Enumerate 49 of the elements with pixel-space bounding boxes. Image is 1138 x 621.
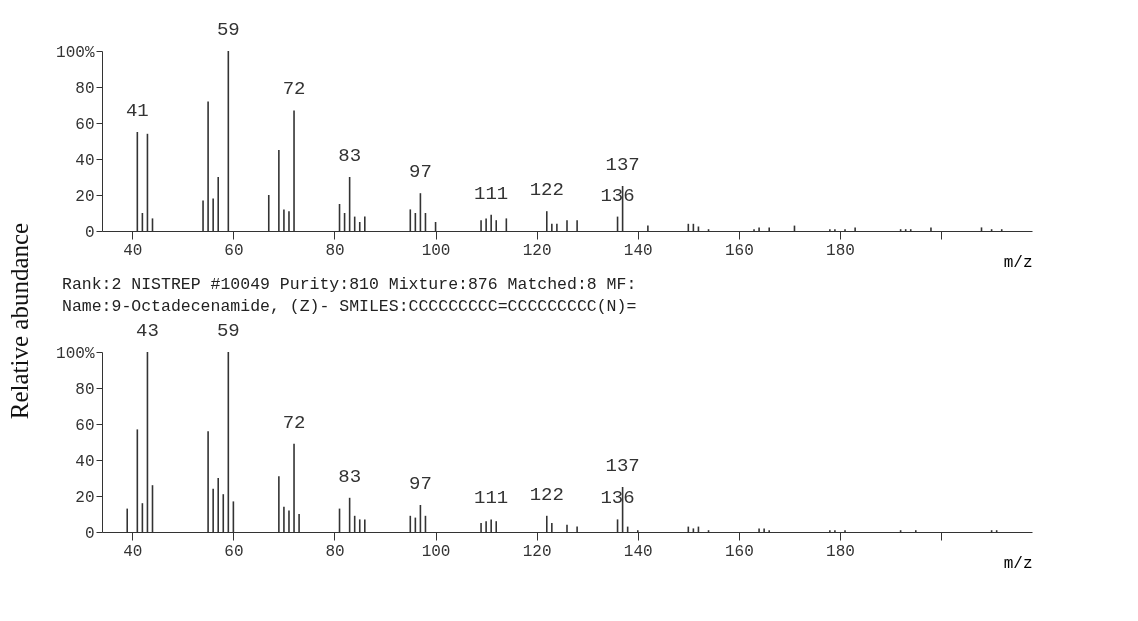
- annotation: 111: [474, 182, 509, 205]
- x-tick-label: 80: [325, 241, 345, 260]
- annotation: 83: [338, 145, 362, 167]
- y-tick-label: 100%: [56, 344, 95, 363]
- x-tick-label: 120: [522, 241, 552, 260]
- x-tick-label: 160: [724, 241, 754, 260]
- annotation: 43: [136, 320, 159, 342]
- x-tick-label: 40: [123, 241, 143, 260]
- y-tick-label: 60: [75, 416, 95, 435]
- annotation: 59: [216, 320, 240, 342]
- x-tick-label: 160: [724, 542, 754, 561]
- annotation: 83: [338, 465, 362, 488]
- annotation: 122: [529, 179, 564, 202]
- x-tick-label: 100: [421, 542, 451, 561]
- x-axis-title: m/z: [1003, 554, 1033, 573]
- annotation: 59: [216, 19, 240, 41]
- y-tick-label: 100%: [56, 43, 95, 62]
- text: Rank:2 NISTREP #10049 Purity:810 Mixture:876 Matched:8 MF:: [62, 275, 637, 294]
- x-tick-label: 140: [623, 542, 653, 561]
- x-tick-label: 140: [623, 241, 653, 260]
- x-tick-label: 180: [826, 542, 855, 561]
- text: Name:9-Octadecenamide, (Z)- SMILES:CCCCCCCCC=CCCCCCCCC(N)=: [62, 297, 637, 316]
- y-tick-label: 40: [75, 151, 95, 170]
- annotation: 122: [529, 483, 564, 506]
- x-axis-title: m/z: [1003, 253, 1033, 272]
- y-tick-label: 0: [84, 223, 95, 242]
- annotation: 111: [474, 487, 509, 510]
- y-tick-label: 60: [75, 115, 95, 134]
- x-tick-label: 180: [826, 241, 855, 260]
- y-tick-label: 0: [84, 524, 95, 543]
- annotation: 97: [409, 161, 432, 184]
- annotation: 137: [605, 154, 640, 176]
- y-tick-label: 20: [75, 488, 95, 507]
- annotation: 137: [605, 455, 640, 477]
- annotation: 72: [282, 411, 306, 434]
- x-tick-label: 120: [522, 542, 552, 561]
- annotation: 97: [409, 473, 432, 495]
- annotation: 72: [282, 78, 306, 101]
- annotation: 41: [125, 100, 149, 122]
- x-tick-label: 100: [421, 241, 451, 260]
- y-tick-label: 40: [75, 452, 95, 471]
- x-tick-label: 80: [325, 542, 345, 561]
- x-tick-label: 40: [123, 542, 143, 561]
- y-tick-label: 80: [75, 79, 95, 98]
- y-tick-label: 80: [75, 380, 95, 399]
- y-axis-title: Relative abundance: [6, 222, 33, 420]
- y-tick-label: 20: [75, 187, 95, 206]
- x-tick-label: 60: [224, 241, 244, 260]
- x-tick-label: 60: [224, 542, 244, 561]
